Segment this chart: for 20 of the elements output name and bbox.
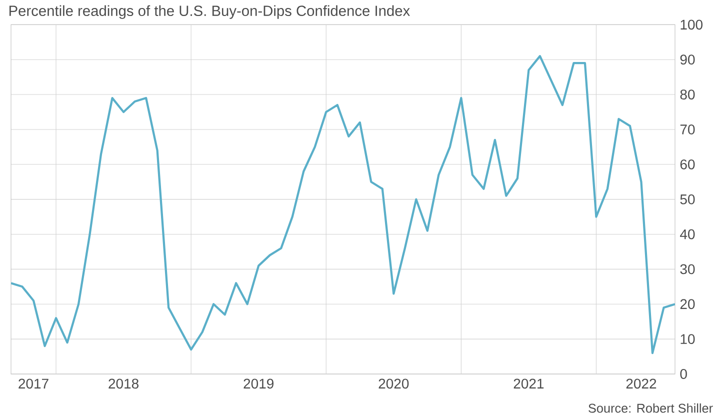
- y-tick-label: 50: [680, 194, 695, 204]
- y-tick-label: 100: [680, 20, 703, 30]
- y-tick-label: 90: [680, 54, 695, 65]
- x-tick-label: 2017: [18, 378, 48, 389]
- x-tick-label: 2021: [514, 378, 544, 389]
- y-tick-label: 0: [680, 369, 687, 379]
- y-tick-label: 80: [680, 90, 695, 100]
- line-series: [11, 55, 675, 354]
- source-note: Source: Robert Shiller: [588, 403, 713, 413]
- y-tick-label: 10: [680, 334, 695, 344]
- y-tick-label: 60: [680, 159, 695, 170]
- x-tick-label: 2019: [244, 378, 274, 389]
- y-tick-label: 40: [680, 229, 695, 240]
- x-tick-label: 2018: [108, 378, 138, 389]
- x-tick-label: 2020: [378, 378, 409, 389]
- x-tick-label: 2022: [626, 378, 656, 389]
- y-tick-label: 20: [680, 299, 695, 310]
- chart-title: Percentile readings of the U.S. Buy-on-Dips Confidence Index: [9, 5, 410, 19]
- y-tick-label: 30: [680, 264, 695, 274]
- y-tick-label: 70: [680, 124, 695, 134]
